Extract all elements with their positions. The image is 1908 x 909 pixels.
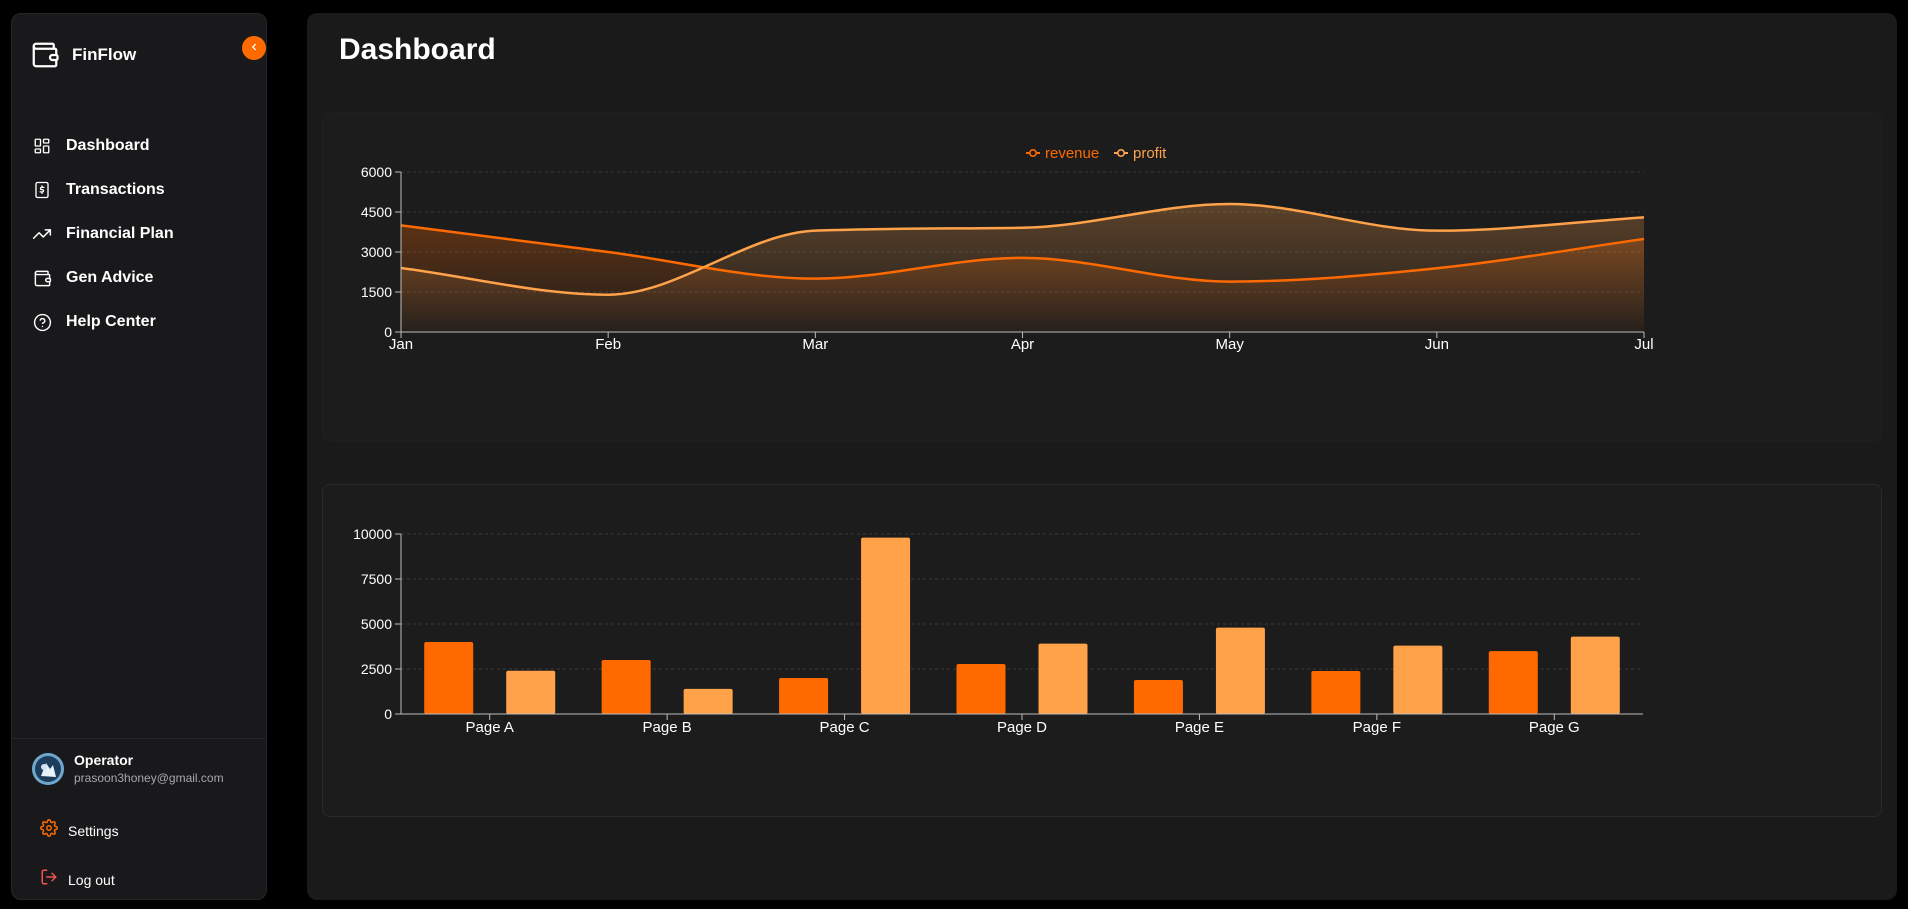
bar (861, 537, 911, 714)
sidebar-item-label: Dashboard (66, 137, 150, 154)
sidebar-item-gen-advice[interactable]: Gen Advice (32, 256, 252, 300)
bar-chart: 0 2500 5000 7500 10000 Page A Page B Page C Page… (353, 526, 1643, 736)
x-tick-label: Mar (802, 336, 828, 353)
y-tick-label: 0 (384, 324, 392, 340)
collapse-sidebar-button[interactable] (242, 36, 266, 60)
x-tick-label: Jun (1425, 336, 1449, 353)
x-tick-label: Page F (1353, 719, 1401, 736)
wallet-icon (32, 268, 52, 288)
main-content: Dashboard 0 1500 3000 4500 6000 Jan Feb Mar Apr M… (307, 13, 1897, 900)
sidebar-item-transactions[interactable]: Transactions (32, 168, 252, 212)
user-email: prasoon3honey@gmail.com (74, 771, 224, 785)
x-tick-label: Page A (466, 719, 514, 736)
y-tick-label: 0 (384, 706, 392, 722)
x-tick-label: Page C (820, 719, 870, 736)
brand[interactable]: FinFlow (30, 40, 136, 70)
y-tick-label: 1500 (361, 284, 392, 300)
y-tick-label: 2500 (361, 661, 392, 677)
sidebar-item-label: Help Center (66, 313, 156, 330)
area-chart: 0 1500 3000 4500 6000 Jan Feb Mar Apr May Jun Jul re… (361, 145, 1654, 353)
bar (1133, 679, 1183, 714)
user-name: Operator (74, 752, 134, 768)
sidebar-item-dashboard[interactable]: Dashboard (32, 124, 252, 168)
x-tick-label: Jul (1634, 336, 1653, 353)
settings-label: Settings (68, 822, 119, 839)
legend-label: revenue (1045, 145, 1099, 162)
gear-icon (40, 819, 58, 842)
x-tick-label: Apr (1011, 336, 1034, 353)
legend-marker (1116, 148, 1125, 157)
legend-item-profit: profit (1114, 145, 1167, 162)
bar (956, 663, 1006, 714)
x-tick-label: May (1215, 336, 1244, 353)
sidebar-item-label: Gen Advice (66, 269, 154, 286)
bar (779, 678, 829, 714)
logout-button[interactable]: Log out (40, 868, 115, 891)
logout-icon (40, 868, 58, 891)
bar-chart-card: 0 2500 5000 7500 10000 Page A Page B Page C Page… (322, 484, 1882, 817)
logout-label: Log out (68, 871, 115, 888)
line-revenue (400, 224, 1645, 283)
y-tick-label: 4500 (361, 204, 392, 220)
sidebar-item-help-center[interactable]: Help Center (32, 300, 252, 344)
sidebar: FinFlow Dashboard Transactions (11, 13, 267, 900)
chart-legend: revenue profit (1026, 145, 1167, 162)
bar (506, 670, 556, 714)
bar (1570, 636, 1620, 714)
bar (683, 688, 733, 714)
dashboard-grid-icon (32, 136, 52, 156)
user-profile[interactable]: Operator prasoon3honey@gmail.com (32, 752, 224, 785)
y-tick-label: 10000 (353, 526, 392, 542)
help-circle-icon (32, 312, 52, 332)
settings-button[interactable]: Settings (40, 819, 119, 842)
x-tick-label: Jan (389, 336, 413, 353)
dollar-receipt-icon (32, 180, 52, 200)
bar (424, 642, 474, 714)
bar (1311, 670, 1361, 714)
sidebar-item-label: Transactions (66, 181, 165, 198)
trending-up-icon (32, 224, 52, 244)
x-tick-label: Page G (1529, 719, 1580, 736)
y-tick-label: 5000 (361, 616, 392, 632)
legend-label: profit (1133, 145, 1167, 162)
bar (1393, 645, 1443, 714)
sidebar-item-label: Financial Plan (66, 225, 174, 242)
x-tick-label: Feb (595, 336, 621, 353)
chevron-left-icon (249, 42, 259, 55)
y-tick-label: 3000 (361, 244, 392, 260)
sidebar-divider (12, 738, 266, 739)
bar (601, 660, 651, 714)
bar (1038, 643, 1088, 714)
avatar (32, 752, 64, 785)
area-profit (401, 204, 1644, 332)
page-title: Dashboard (339, 33, 496, 66)
wallet-logo-icon (30, 40, 60, 70)
bar (1215, 627, 1265, 714)
legend-marker (1028, 148, 1037, 157)
sidebar-item-financial-plan[interactable]: Financial Plan (32, 212, 252, 256)
line-chart-card: 0 1500 3000 4500 6000 Jan Feb Mar Apr May Jun Jul re… (322, 112, 1882, 442)
bar (1488, 651, 1538, 714)
x-tick-label: Page B (643, 719, 692, 736)
legend-item-revenue: revenue (1026, 145, 1099, 162)
y-tick-label: 7500 (361, 571, 392, 587)
sidebar-nav: Dashboard Transactions Financial Plan (32, 124, 252, 344)
line-profit (400, 202, 1645, 296)
y-tick-label: 6000 (361, 164, 392, 180)
x-tick-label: Page E (1175, 719, 1224, 736)
x-tick-label: Page D (997, 719, 1047, 736)
app-name: FinFlow (72, 45, 137, 64)
